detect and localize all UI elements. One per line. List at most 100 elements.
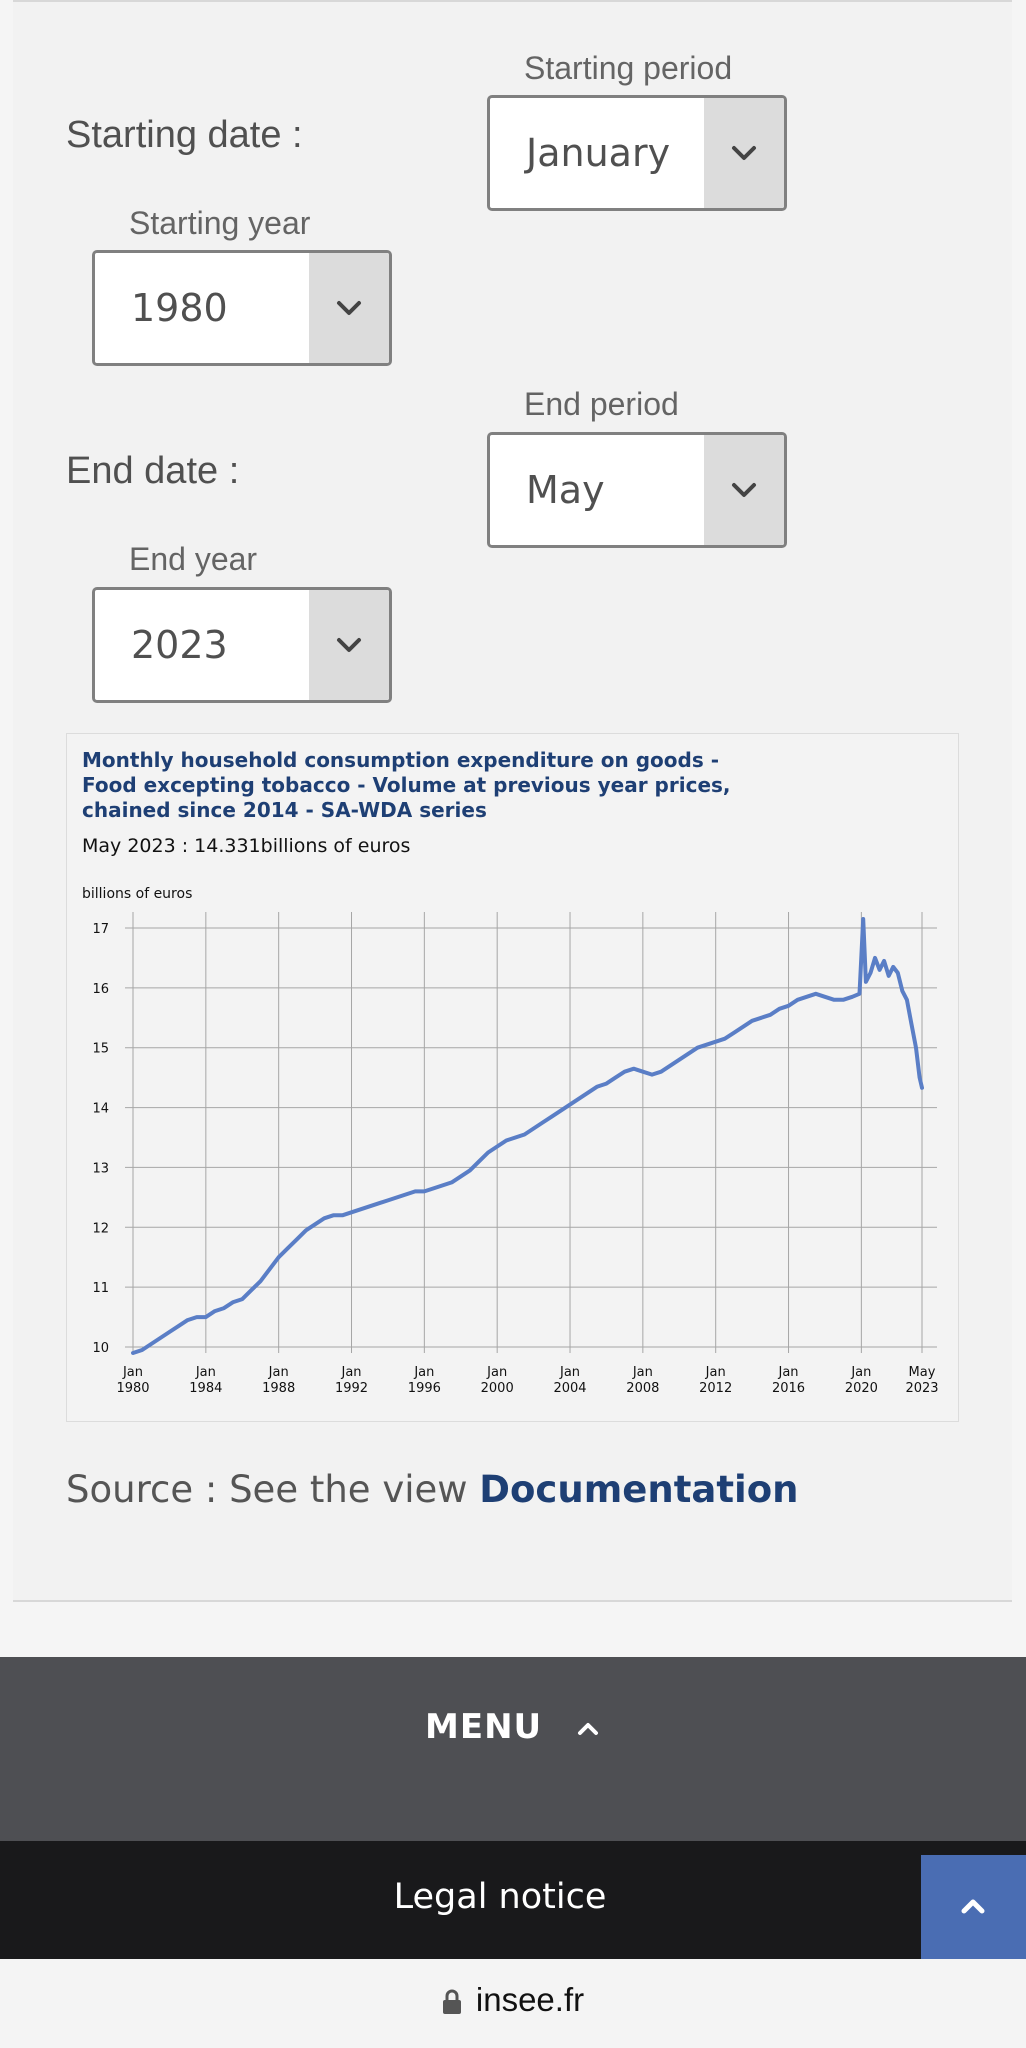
end-year-value: 2023 (131, 623, 228, 667)
data-point (513, 1135, 517, 1140)
data-point (431, 1186, 436, 1190)
data-point (459, 1174, 463, 1178)
data-point (404, 1192, 408, 1196)
data-point (258, 1279, 263, 1283)
source-line: Source : See the view Documentation (66, 1468, 798, 1511)
data-point (832, 998, 836, 1002)
x-tick-label-year: 2020 (845, 1381, 878, 1396)
x-tick-label-year: 1980 (116, 1381, 149, 1396)
data-point (914, 1046, 918, 1050)
legal-bar: Legal notice (0, 1841, 1026, 1959)
end-period-select[interactable]: May (487, 432, 787, 548)
x-tick-label-month: Jan (340, 1365, 361, 1380)
documentation-link[interactable]: Documentation (479, 1468, 799, 1511)
data-point (340, 1213, 344, 1217)
data-point (304, 1228, 308, 1232)
data-point (504, 1138, 508, 1143)
data-point (377, 1201, 381, 1205)
data-point (386, 1198, 390, 1202)
legal-notice-link[interactable]: Legal notice (393, 1877, 607, 1917)
data-point (686, 1052, 691, 1056)
data-point (861, 917, 865, 921)
data-point (823, 995, 827, 999)
x-tick-label-year: 1984 (189, 1381, 222, 1396)
starting-period-select[interactable]: January (487, 95, 787, 211)
data-point (532, 1126, 536, 1131)
y-axis-label: billions of euros (82, 886, 192, 902)
data-point (295, 1237, 299, 1241)
data-point (486, 1150, 490, 1155)
end-year-select[interactable]: 2023 (92, 587, 392, 703)
starting-year-select[interactable]: 1980 (92, 250, 392, 366)
data-point (868, 971, 873, 975)
data-point (873, 956, 877, 960)
data-point (632, 1067, 636, 1071)
data-point (586, 1091, 590, 1095)
data-point (814, 992, 818, 996)
x-tick-label-month: Jan (195, 1365, 216, 1380)
end-period-dropdown-button[interactable] (704, 435, 784, 545)
menu-toggle[interactable]: MENU (0, 1707, 1026, 1747)
data-point (359, 1207, 363, 1211)
x-tick-label-month: Jan (705, 1365, 726, 1380)
data-point (277, 1255, 281, 1259)
x-tick-label-year: 2004 (553, 1381, 586, 1396)
menu-bar[interactable]: MENU (0, 1657, 1026, 1841)
data-point (604, 1082, 609, 1086)
data-point (723, 1037, 727, 1041)
data-point (623, 1070, 627, 1074)
data-point (695, 1046, 700, 1050)
x-tick-label-month: Jan (632, 1365, 653, 1380)
y-tick-label: 10 (92, 1341, 109, 1356)
data-point (468, 1168, 472, 1172)
data-point (878, 968, 882, 972)
end-date-label: End date : (66, 450, 240, 492)
data-point (850, 995, 854, 999)
data-point (131, 1351, 135, 1355)
url-display[interactable]: insee.fr (0, 1981, 1026, 2019)
starting-year-dropdown-button[interactable] (309, 253, 389, 363)
data-point (286, 1246, 290, 1250)
chart-last-value: May 2023 : 14.331billions of euros (82, 835, 411, 857)
starting-period-dropdown-button[interactable] (704, 98, 784, 208)
data-point (313, 1222, 317, 1226)
y-tick-label: 15 (92, 1042, 109, 1057)
url-text: insee.fr (475, 1981, 585, 2018)
series-line (131, 917, 924, 1355)
data-point (249, 1288, 253, 1292)
x-tick-label-month: Jan (486, 1365, 507, 1380)
data-point (231, 1300, 235, 1304)
data-point (857, 992, 862, 996)
data-point (668, 1064, 672, 1068)
data-point (322, 1216, 326, 1220)
data-point (882, 959, 886, 963)
data-point (905, 998, 909, 1002)
end-year-label: End year (129, 541, 258, 577)
x-tick-label-year: 2012 (699, 1381, 732, 1396)
data-point (677, 1058, 681, 1062)
data-point (450, 1180, 454, 1184)
browser-url-bar[interactable]: insee.fr (0, 1959, 1026, 2048)
x-tick-label-month: Jan (268, 1365, 289, 1380)
data-point (714, 1040, 718, 1044)
data-point (368, 1204, 372, 1208)
data-point (659, 1070, 663, 1074)
data-point (732, 1031, 736, 1035)
x-tick-label-year: 2008 (626, 1381, 659, 1396)
back-to-top-button[interactable] (921, 1855, 1026, 1959)
x-tick-label-month: Jan (122, 1365, 143, 1380)
x-tick-label-year: 1996 (408, 1381, 441, 1396)
chevron-up-icon (961, 1899, 985, 1914)
end-year-dropdown-button[interactable] (309, 590, 389, 700)
x-tick-label-year: 1988 (262, 1381, 295, 1396)
data-point (577, 1097, 581, 1101)
data-point (222, 1306, 226, 1310)
data-point (705, 1043, 709, 1047)
source-prefix: Source : See the view (66, 1468, 480, 1511)
data-point (641, 1070, 645, 1074)
x-tick-label-month: Jan (413, 1365, 434, 1380)
data-point (891, 965, 895, 969)
data-point (887, 974, 891, 978)
starting-period-value: January (526, 131, 671, 175)
chevron-down-icon (732, 146, 756, 160)
